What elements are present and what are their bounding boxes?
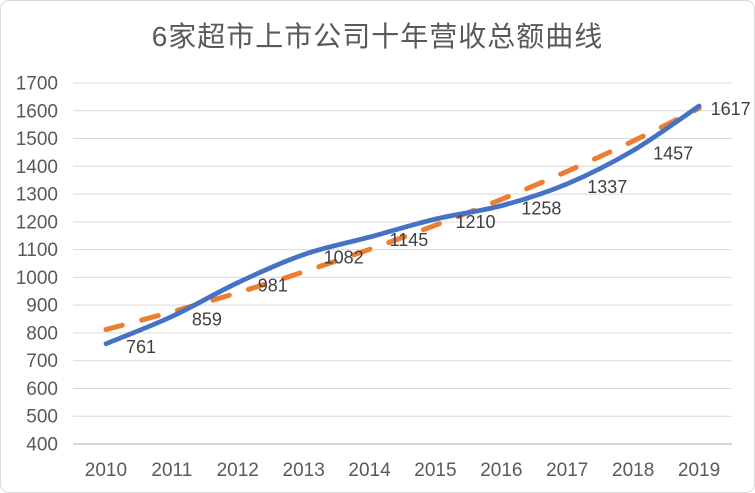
x-tick-label: 2015 — [414, 460, 456, 481]
y-tick-label: 1000 — [16, 268, 58, 289]
data-label: 1145 — [390, 230, 429, 250]
x-tick-label: 2019 — [678, 460, 720, 481]
y-tick-label: 800 — [26, 323, 58, 344]
y-tick-label: 1100 — [17, 240, 58, 261]
chart-title: 6家超市上市公司十年营收总额曲线 — [151, 21, 604, 52]
trendline[interactable] — [103, 105, 702, 333]
data-label: 859 — [192, 310, 222, 330]
data-label: 1210 — [455, 212, 495, 232]
y-tick-label: 1200 — [16, 212, 58, 233]
y-tick-label: 400 — [26, 435, 58, 456]
x-tick-label: 2018 — [612, 460, 654, 481]
data-label: 1337 — [587, 177, 627, 197]
data-label: 1457 — [653, 143, 693, 163]
data-label: 1082 — [324, 248, 364, 268]
y-tick-label: 1600 — [16, 101, 58, 122]
x-tick-label: 2016 — [480, 460, 522, 481]
y-tick-label: 1700 — [16, 74, 58, 95]
series-line[interactable] — [103, 103, 702, 347]
x-tick-label: 2017 — [546, 460, 588, 481]
y-tick-label: 600 — [26, 379, 58, 400]
data-label: 1258 — [521, 199, 561, 219]
x-tick-label: 2013 — [283, 460, 325, 481]
x-tick-label: 2014 — [348, 460, 391, 481]
data-label: 981 — [258, 276, 288, 296]
y-tick-label: 1500 — [16, 129, 58, 150]
x-tick-label: 2012 — [217, 460, 259, 481]
y-tick-label: 500 — [26, 407, 58, 428]
y-tick-label: 1400 — [16, 157, 58, 178]
y-tick-label: 900 — [26, 296, 58, 317]
y-tick-label: 1300 — [16, 185, 58, 206]
x-tick-label: 2010 — [85, 460, 127, 481]
data-label: 1617 — [711, 99, 751, 119]
data-label: 761 — [126, 337, 156, 357]
x-tick-label: 2011 — [151, 460, 192, 481]
y-tick-label: 700 — [26, 351, 58, 372]
